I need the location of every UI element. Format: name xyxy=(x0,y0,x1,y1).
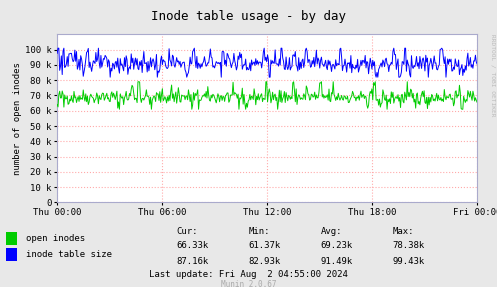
Text: 66.33k: 66.33k xyxy=(176,241,209,250)
Text: 78.38k: 78.38k xyxy=(393,241,425,250)
Text: Min:: Min: xyxy=(248,226,270,236)
Text: 69.23k: 69.23k xyxy=(321,241,353,250)
Text: 99.43k: 99.43k xyxy=(393,257,425,266)
Text: inode table size: inode table size xyxy=(26,250,112,259)
Text: Max:: Max: xyxy=(393,226,414,236)
Text: 82.93k: 82.93k xyxy=(248,257,281,266)
Text: open inodes: open inodes xyxy=(26,234,85,243)
Text: Last update: Fri Aug  2 04:55:00 2024: Last update: Fri Aug 2 04:55:00 2024 xyxy=(149,269,348,279)
Text: 91.49k: 91.49k xyxy=(321,257,353,266)
Text: Cur:: Cur: xyxy=(176,226,198,236)
Text: Avg:: Avg: xyxy=(321,226,342,236)
Text: Munin 2.0.67: Munin 2.0.67 xyxy=(221,280,276,287)
Y-axis label: number of open inodes: number of open inodes xyxy=(13,62,22,175)
Text: 87.16k: 87.16k xyxy=(176,257,209,266)
Text: 61.37k: 61.37k xyxy=(248,241,281,250)
Text: RRDTOOL / TOBI OETIKER: RRDTOOL / TOBI OETIKER xyxy=(491,34,496,117)
Text: Inode table usage - by day: Inode table usage - by day xyxy=(151,10,346,23)
